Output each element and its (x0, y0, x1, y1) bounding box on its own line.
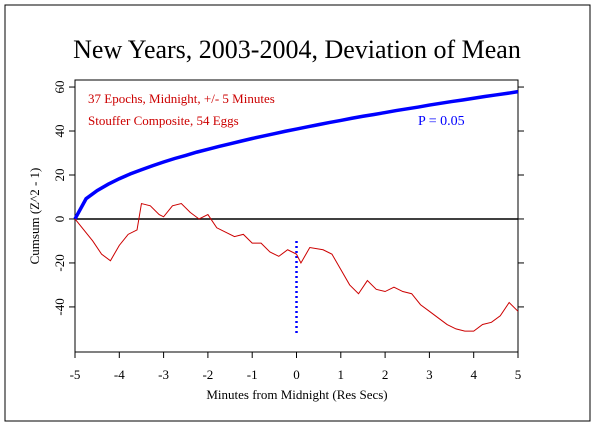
outer-frame (4, 4, 591, 422)
x-tick-label: 3 (426, 367, 433, 382)
y-tick-label: -40 (52, 298, 67, 315)
series-label: P = 0.05 (418, 114, 465, 129)
chart-title: New Years, 2003-2004, Deviation of Mean (73, 35, 521, 64)
x-tick-label: -5 (70, 367, 81, 382)
annotation: Stouffer Composite, 54 Eggs (88, 113, 239, 128)
x-tick-label: -4 (114, 367, 125, 382)
x-tick-label: 4 (470, 367, 477, 382)
x-tick-label: -2 (202, 367, 213, 382)
y-tick-label: -20 (52, 254, 67, 271)
x-tick-label: 2 (382, 367, 389, 382)
annotation: 37 Epochs, Midnight, +/- 5 Minutes (88, 91, 275, 106)
y-tick-label: 20 (52, 168, 67, 181)
x-tick-label: -1 (247, 367, 258, 382)
y-tick-label: 60 (52, 81, 67, 94)
x-axis-label: Minutes from Midnight (Res Secs) (206, 387, 387, 402)
x-tick-label: 0 (293, 367, 300, 382)
y-tick-label: 40 (52, 125, 67, 138)
y-axis-label: Cumsum (Z^2 - 1) (27, 168, 42, 265)
series-line (73, 89, 519, 220)
x-tick-label: -3 (158, 367, 169, 382)
y-tick-label: 0 (52, 216, 67, 223)
x-tick-label: 5 (515, 367, 522, 382)
series-line (74, 202, 519, 332)
x-tick-label: 1 (338, 367, 345, 382)
